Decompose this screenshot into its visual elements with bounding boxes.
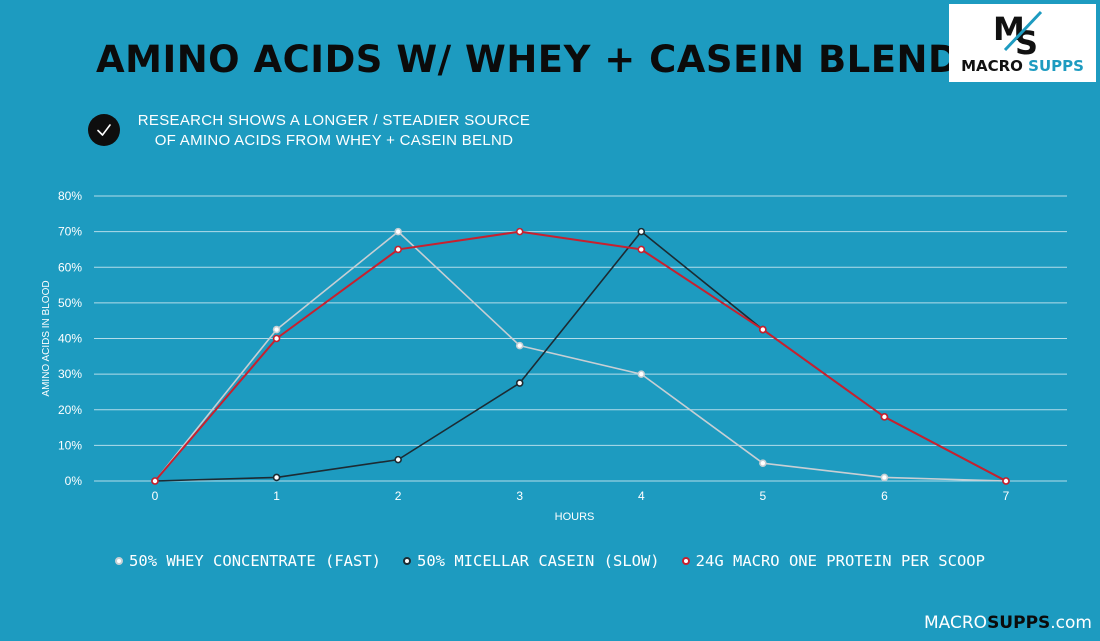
y-tick-label: 70% xyxy=(58,225,82,239)
series-1-point xyxy=(272,325,281,334)
y-axis-label: AMINO ACIDS IN BLOOD xyxy=(41,280,52,396)
footer-site-url: MACROSUPPS.com xyxy=(924,613,1092,633)
series-1-point xyxy=(515,341,524,350)
brand-logo: M S MACRO SUPPS xyxy=(949,4,1096,82)
series-3-point xyxy=(151,477,159,485)
x-tick-label: 7 xyxy=(1003,489,1010,503)
legend-item: 24G MACRO ONE PROTEIN PER SCOOP xyxy=(681,552,985,570)
y-tick-label: 40% xyxy=(58,332,82,346)
research-note-line1: RESEARCH SHOWS A LONGER / STEADIER SOURC… xyxy=(137,112,531,129)
series-3-point xyxy=(394,245,402,254)
y-tick-label: 10% xyxy=(58,438,82,452)
series-2-point xyxy=(515,379,524,387)
x-tick-label: 3 xyxy=(516,489,523,503)
series-3-point xyxy=(515,227,524,236)
series-3-point xyxy=(637,245,646,254)
series-1-point xyxy=(880,473,889,482)
y-tick-label: 30% xyxy=(58,367,82,381)
series-1-point xyxy=(759,459,767,467)
series-3-point xyxy=(880,413,889,421)
x-tick-label: 0 xyxy=(152,489,159,503)
legend-item: 50% MICELLAR CASEIN (SLOW) xyxy=(403,552,660,570)
brand-logo-mark: M S xyxy=(993,10,1043,56)
legend-marker-icon xyxy=(681,557,690,565)
x-tick-label: 5 xyxy=(760,489,767,503)
series-line-3 xyxy=(154,230,1007,482)
x-tick-label: 6 xyxy=(881,489,888,503)
x-tick-label: 2 xyxy=(395,489,402,503)
y-tick-label: 50% xyxy=(58,296,82,310)
y-tick-label: 60% xyxy=(58,260,82,274)
series-2-point xyxy=(272,473,281,482)
legend-item: 50% WHEY CONCENTRATE (FAST) xyxy=(115,552,381,570)
chart-legend: 50% WHEY CONCENTRATE (FAST) 50% MICELLAR … xyxy=(0,552,1100,570)
legend-marker-icon xyxy=(403,557,412,565)
series-3-point xyxy=(272,334,281,343)
page-title: AMINO ACIDS W/ WHEY + CASEIN BLEND xyxy=(96,38,960,81)
series-line-1 xyxy=(154,230,1007,482)
y-tick-label: 0% xyxy=(65,474,83,488)
y-tick-label: 80% xyxy=(58,189,82,203)
x-tick-label: 1 xyxy=(273,489,280,503)
brand-logo-text: MACRO SUPPS xyxy=(961,57,1084,75)
legend-label: 50% MICELLAR CASEIN (SLOW) xyxy=(417,552,660,570)
svg-text:M: M xyxy=(993,10,1025,48)
x-tick-label: 4 xyxy=(638,489,645,503)
series-1-point xyxy=(637,370,646,378)
research-note-line2: OF AMINO ACIDS FROM WHEY + CASEIN BELND xyxy=(154,132,514,149)
y-tick-label: 20% xyxy=(58,403,82,417)
legend-label: 24G MACRO ONE PROTEIN PER SCOOP xyxy=(695,552,985,570)
research-note: RESEARCH SHOWS A LONGER / STEADIER SOURC… xyxy=(134,111,534,151)
legend-marker-icon xyxy=(115,557,124,565)
series-3-point xyxy=(1002,477,1010,485)
series-1-point xyxy=(394,227,402,236)
series-3-point xyxy=(759,325,767,334)
series-2-point xyxy=(637,227,646,236)
legend-label: 50% WHEY CONCENTRATE (FAST) xyxy=(129,552,382,570)
series-2-point xyxy=(394,455,402,464)
series-line-2 xyxy=(154,230,1007,482)
check-icon xyxy=(88,114,120,146)
x-axis-label: HOURS xyxy=(555,511,595,523)
